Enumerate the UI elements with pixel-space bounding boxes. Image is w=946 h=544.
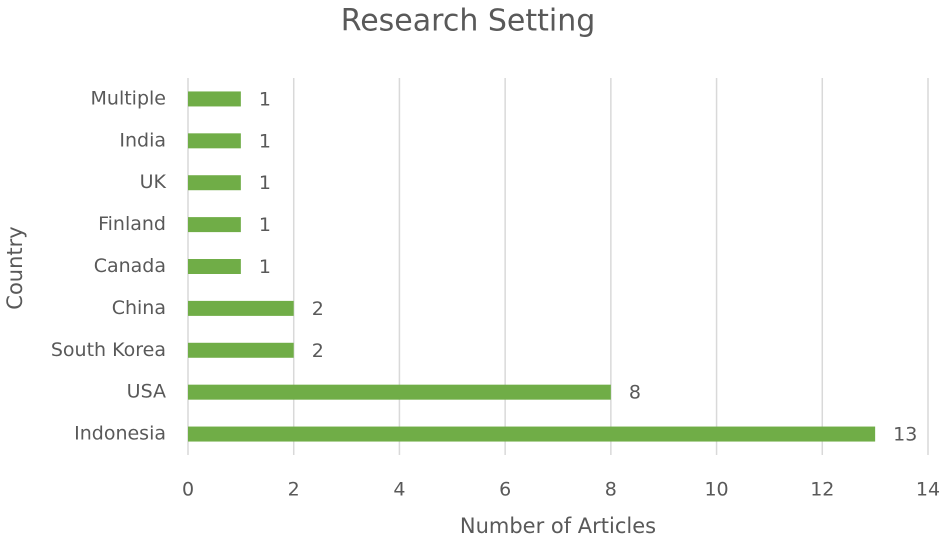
x-tick-label: 14 xyxy=(916,479,940,501)
x-tick-label: 8 xyxy=(605,479,617,501)
bar xyxy=(188,175,241,191)
y-tick-label: India xyxy=(119,129,166,151)
data-label: 1 xyxy=(259,88,271,110)
x-tick-label: 4 xyxy=(393,479,405,501)
y-tick-label: South Korea xyxy=(51,339,166,361)
data-label: 1 xyxy=(259,172,271,194)
data-label: 2 xyxy=(312,340,324,362)
data-label: 1 xyxy=(259,214,271,236)
data-label: 1 xyxy=(259,256,271,278)
bar xyxy=(188,217,241,233)
bar xyxy=(188,384,611,400)
y-tick-label: UK xyxy=(140,171,167,193)
bar xyxy=(188,426,876,442)
bar xyxy=(188,133,241,149)
bar xyxy=(188,342,294,358)
data-label: 1 xyxy=(259,130,271,152)
y-tick-label: Finland xyxy=(98,213,166,235)
bar xyxy=(188,91,241,107)
x-tick-label: 2 xyxy=(288,479,300,501)
x-tick-label: 12 xyxy=(810,479,834,501)
data-label: 2 xyxy=(312,298,324,320)
bar xyxy=(188,300,294,316)
y-tick-label: USA xyxy=(127,381,166,403)
x-tick-label: 10 xyxy=(704,479,728,501)
y-tick-label: China xyxy=(112,297,166,319)
y-tick-label: Multiple xyxy=(91,87,166,109)
chart-title: Research Setting xyxy=(341,4,596,39)
y-tick-label: Canada xyxy=(94,255,166,277)
x-tick-label: 0 xyxy=(182,479,194,501)
data-label: 13 xyxy=(893,424,917,446)
bar xyxy=(188,259,241,274)
data-label: 8 xyxy=(629,382,641,404)
y-tick-label: Indonesia xyxy=(74,423,166,445)
x-tick-label: 6 xyxy=(499,479,511,501)
y-axis-label: Country xyxy=(3,226,27,309)
x-axis-label: Number of Articles xyxy=(460,514,656,538)
